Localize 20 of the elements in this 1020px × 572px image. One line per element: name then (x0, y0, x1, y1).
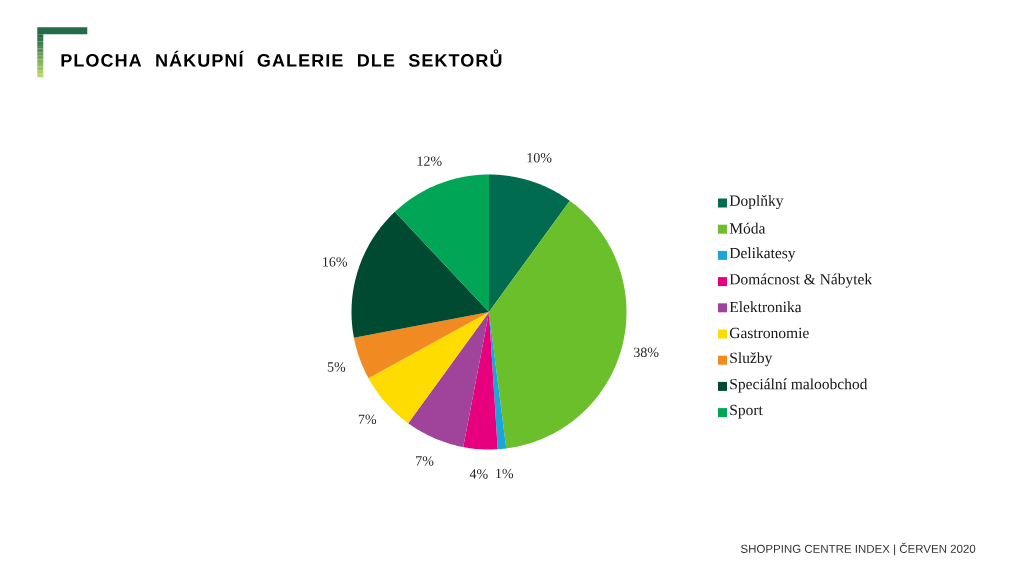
data-label: 5% (327, 362, 346, 372)
data-label: 10% (527, 152, 552, 163)
legend-label: Sport (730, 404, 763, 419)
legend-label: Služby (730, 352, 773, 367)
legend-label: Móda (729, 222, 766, 234)
data-label: 1% (496, 468, 514, 479)
data-label: 4% (469, 469, 488, 479)
data-label: 7% (358, 414, 377, 425)
data-label: 16% (323, 257, 348, 267)
data-label: 7% (416, 456, 434, 466)
data-label: 38% (633, 347, 659, 358)
legend-label: Gastronomie (729, 327, 809, 339)
legend-label: Speciální maloobchod (730, 378, 868, 393)
data-label: 12% (417, 156, 442, 166)
chart-title: PLOCHA NÁKUPNÍ GALERIE DLE SEKTORŮ (61, 49, 502, 67)
legend-label: Domácnost & Nábytek (729, 273, 873, 288)
legend-label: Elektronika (729, 301, 802, 313)
legend-label: Doplňky (729, 194, 784, 210)
text: SHOPPING CENTRE INDEX | ČERVEN 2020 (741, 542, 976, 556)
legend-label: Delikatesy (729, 247, 796, 262)
